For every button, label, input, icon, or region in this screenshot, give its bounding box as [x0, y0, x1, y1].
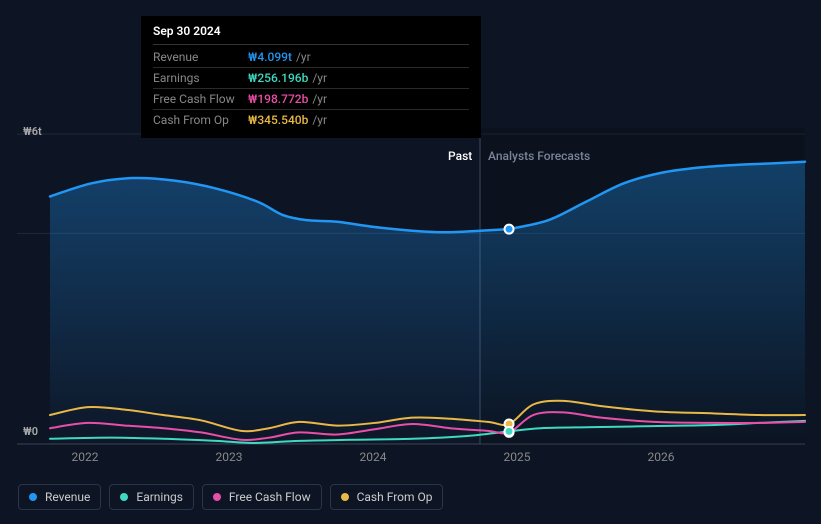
tooltip-row-unit: /yr	[312, 92, 327, 106]
x-axis-tick: 2026	[648, 450, 675, 464]
legend-dot	[341, 493, 349, 501]
tooltip-row-unit: /yr	[312, 71, 327, 85]
legend-dot	[120, 493, 128, 501]
tooltip-row-value: ₩4.099t	[248, 50, 292, 64]
x-axis-tick: 2022	[72, 450, 99, 464]
legend-dot	[213, 493, 221, 501]
tooltip-row-value: ₩345.540b	[248, 113, 308, 127]
chart-legend: Revenue Earnings Free Cash Flow Cash From O…	[18, 484, 443, 510]
legend-dot	[29, 493, 37, 501]
y-axis-bottom-label: ₩0	[23, 425, 38, 438]
x-axis-tick: 2025	[504, 450, 531, 464]
legend-label: Earnings	[136, 490, 183, 504]
tooltip-row-label: Earnings	[153, 71, 248, 85]
legend-item-cash_from_op[interactable]: Cash From Op	[330, 484, 444, 510]
tooltip-row-label: Free Cash Flow	[153, 92, 248, 106]
tooltip-row: Revenue₩4.099t/yr	[153, 47, 469, 68]
tooltip-row-unit: /yr	[296, 50, 311, 64]
tooltip-row: Cash From Op₩345.540b/yr	[153, 110, 469, 130]
chart-tooltip: Sep 30 2024 Revenue₩4.099t/yrEarnings₩25…	[141, 16, 481, 138]
legend-label: Cash From Op	[357, 490, 433, 504]
tooltip-row-value: ₩198.772b	[248, 92, 308, 106]
legend-item-earnings[interactable]: Earnings	[109, 484, 194, 510]
tooltip-row-label: Revenue	[153, 50, 248, 64]
legend-item-revenue[interactable]: Revenue	[18, 484, 101, 510]
legend-label: Free Cash Flow	[229, 490, 311, 504]
tooltip-row-label: Cash From Op	[153, 113, 248, 127]
past-section-label: Past	[448, 149, 472, 163]
tooltip-row-value: ₩256.196b	[248, 71, 308, 85]
y-axis-top-label: ₩6t	[23, 125, 42, 138]
legend-label: Revenue	[45, 490, 90, 504]
tooltip-row: Earnings₩256.196b/yr	[153, 68, 469, 89]
x-axis-tick: 2023	[216, 450, 243, 464]
forecast-section-label: Analysts Forecasts	[488, 149, 590, 163]
tooltip-row: Free Cash Flow₩198.772b/yr	[153, 89, 469, 110]
tooltip-date: Sep 30 2024	[153, 24, 469, 45]
tooltip-row-unit: /yr	[312, 113, 327, 127]
legend-item-free_cash_flow[interactable]: Free Cash Flow	[202, 484, 322, 510]
x-axis-tick: 2024	[360, 450, 387, 464]
